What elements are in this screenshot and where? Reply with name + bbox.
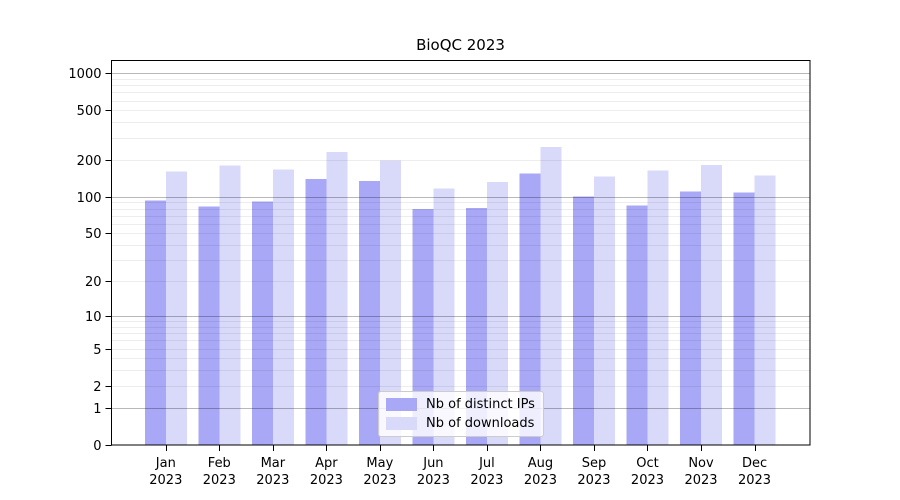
x-axis: Jan 2023 Feb 2023 Mar 2023 Apr 2023 May 2023 Jun 20… [149,445,771,488]
bar [701,164,722,445]
bar [572,196,594,445]
y-tick-label: 200 [77,154,102,169]
plot-frame [111,60,811,446]
bar [144,200,166,445]
bar [486,181,508,445]
y-tick-label: 0 [93,439,101,454]
bar [647,170,669,445]
x-tick-label-month: Sep [582,456,607,471]
bar [305,179,327,446]
x-tick-label-month: Nov [688,456,714,471]
x-tick-label-year: 2023 [524,473,557,488]
x-tick-label-month: Jan [155,456,176,471]
x-tick-label-month: Oct [636,456,658,471]
x-tick-label-year: 2023 [577,473,610,488]
bar [198,206,220,445]
bars-downloads [165,147,776,446]
bar [754,175,776,445]
bar [680,191,701,445]
legend-row-downloads: Nb of downloads [386,416,535,432]
bar [433,188,455,445]
x-tick-label-month: May [366,456,393,471]
x-tick-label-year: 2023 [470,473,503,488]
y-tick-label: 2 [93,380,101,395]
x-tick-label-year: 2023 [203,473,236,488]
bar [733,192,755,445]
x-tick-label-year: 2023 [417,473,450,488]
bar [219,165,241,445]
y-tick-label: 5 [93,343,101,358]
legend-swatch-distinct-ips-icon [386,398,417,411]
bar [412,209,434,445]
chart-title: BioQC 2023 [416,36,505,54]
x-tick-label-month: Feb [208,456,231,471]
y-tick-label: 1000 [68,67,101,82]
bar [519,173,541,445]
legend-label-downloads: Nb of downloads [426,415,535,431]
x-tick-label-year: 2023 [684,473,717,488]
bar [165,171,187,445]
y-axis: 0 1 2 5 10 20 50 100 200 500 1000 [68,67,112,454]
legend-swatch-downloads-icon [386,417,417,430]
x-tick-label-year: 2023 [310,473,343,488]
bar [540,147,562,445]
bar [326,151,348,445]
x-tick-label-year: 2023 [631,473,664,488]
x-tick-label-year: 2023 [738,473,771,488]
legend-row-distinct-ips: Nb of distinct IPs [386,397,535,413]
y-tick-label: 1 [93,402,101,417]
x-tick-label-year: 2023 [149,473,182,488]
y-tick-label: 10 [85,310,102,325]
bar [465,207,487,445]
bar [272,169,294,446]
x-tick-label-month: Apr [315,456,338,471]
x-tick-label-month: Mar [261,456,286,471]
y-tick-label: 500 [77,104,102,119]
bar [593,176,615,446]
bar [626,205,648,445]
x-tick-label-month: Jun [422,456,443,471]
x-tick-label-month: Dec [742,456,767,471]
gridlines-minor [111,79,810,387]
x-tick-label-year: 2023 [363,473,396,488]
y-tick-label: 20 [85,275,102,290]
y-tick-label: 50 [85,227,102,242]
bar [358,181,380,446]
x-tick-label-month: Jul [478,456,495,471]
bar [251,201,273,445]
bar [379,160,401,445]
y-tick-label: 100 [77,191,102,206]
legend-label-distinct-ips: Nb of distinct IPs [426,396,535,412]
x-tick-label-month: Aug [528,456,553,471]
bars-distinct-ips [144,173,755,446]
legend: Nb of distinct IPs Nb of downloads [378,391,544,437]
x-tick-label-year: 2023 [256,473,289,488]
